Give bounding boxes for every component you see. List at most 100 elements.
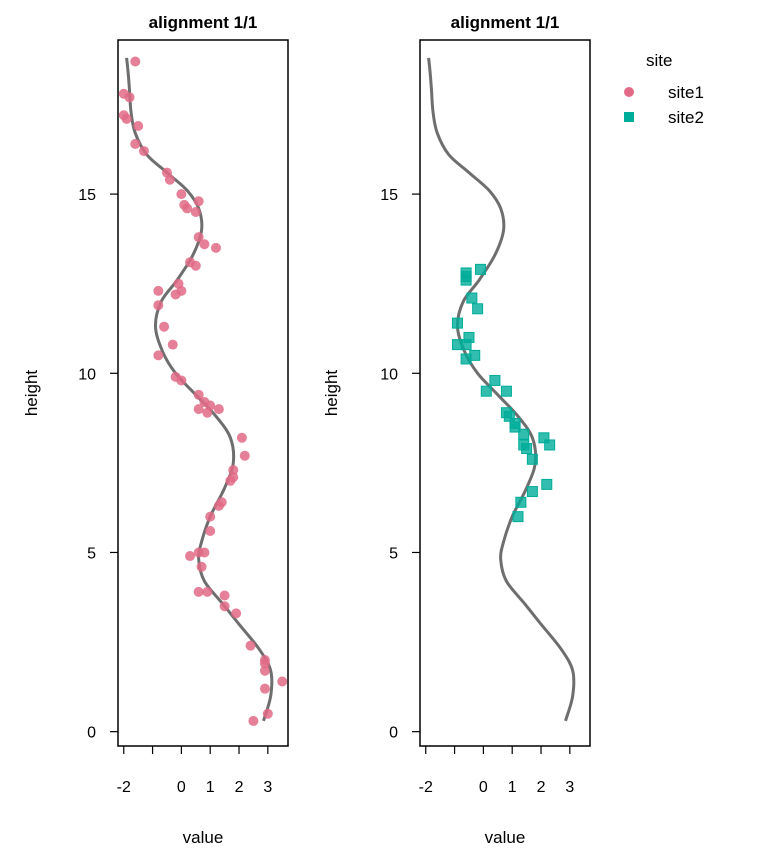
site2-point	[475, 263, 487, 275]
site1-point	[239, 450, 250, 461]
plot-frame	[117, 39, 289, 747]
site2-point	[460, 339, 472, 351]
x-tick-label: 2	[537, 779, 546, 796]
axis-ticks: -2 0 1 2 3 0 5 10 15	[78, 187, 272, 796]
site2-point	[466, 292, 478, 304]
site1-point	[213, 404, 224, 415]
x-tick-label: -2	[117, 779, 131, 796]
site1-point	[262, 708, 273, 719]
smooth-curve-line	[427, 57, 576, 722]
site2-point	[538, 432, 550, 444]
site2-point	[515, 496, 527, 508]
site2-point	[518, 428, 530, 440]
site1-point	[193, 404, 204, 415]
y-axis-label: height	[22, 370, 41, 417]
site1-point	[219, 601, 230, 612]
site1-point	[164, 174, 175, 185]
y-tick-label: 10	[380, 366, 398, 383]
site2-point	[489, 374, 501, 386]
site2-point	[526, 453, 538, 465]
site1-point	[202, 407, 213, 418]
site1-point	[228, 465, 239, 476]
site2-point	[451, 317, 463, 329]
y-axis-label: height	[322, 370, 341, 417]
site2-point	[512, 511, 524, 523]
site1-point	[176, 375, 187, 386]
x-tick-label: 0	[479, 779, 488, 796]
site2-point	[500, 385, 512, 397]
site1-point	[199, 239, 210, 250]
y-tick-label: 5	[87, 545, 96, 562]
site1-point	[138, 146, 149, 157]
site2-point	[526, 486, 538, 498]
legend-title: site	[646, 51, 672, 70]
site1-point	[153, 285, 164, 296]
site2-point	[472, 303, 484, 315]
panel-left: alignment 1/1 -2 0 1 2 3 0 5 10 15 value height	[22, 13, 289, 847]
panel-right: alignment 1/1 -2 0 1 2 3 0 5 10 15 value height	[322, 13, 591, 847]
site1-point	[170, 289, 181, 300]
y-tick-label: 0	[87, 725, 96, 742]
site1-point	[190, 260, 201, 271]
site1-point	[153, 300, 164, 311]
y-tick-label: 0	[389, 725, 398, 742]
site1-point	[182, 203, 193, 214]
site1-point	[210, 242, 221, 253]
x-tick-label: 1	[206, 779, 215, 796]
legend-label: site1	[668, 83, 704, 102]
site1-point	[248, 715, 259, 726]
site1-point	[159, 321, 170, 332]
x-tick-label: 3	[263, 779, 272, 796]
legend: site site1 site2	[624, 51, 704, 127]
site1-point	[202, 586, 213, 597]
x-tick-label: 0	[177, 779, 186, 796]
site1-point	[196, 561, 207, 572]
site1-point	[277, 676, 288, 687]
site2-point	[544, 439, 556, 451]
site1-point	[133, 121, 144, 132]
site1-point	[193, 196, 204, 207]
series-points	[118, 56, 288, 726]
plot-frame	[419, 39, 591, 747]
axis-ticks: -2 0 1 2 3 0 5 10 15	[380, 187, 574, 796]
site2-point	[503, 410, 515, 422]
site1-point	[130, 56, 141, 67]
site1-point	[167, 339, 178, 350]
site1-point	[193, 547, 204, 558]
x-tick-label: 3	[565, 779, 574, 796]
site1-point	[219, 590, 230, 601]
y-tick-label: 15	[380, 187, 398, 204]
site1-point	[245, 640, 256, 651]
x-tick-label: 1	[508, 779, 517, 796]
site1-point	[193, 586, 204, 597]
site1-point	[225, 475, 236, 486]
x-axis-label: value	[183, 828, 224, 847]
x-axis-label: value	[485, 828, 526, 847]
legend-item-site2: site2	[624, 108, 704, 127]
legend-item-site1: site1	[624, 83, 704, 102]
site2-point	[541, 478, 553, 490]
site1-point	[130, 138, 141, 149]
series-points	[451, 263, 556, 523]
site1-point	[185, 551, 196, 562]
legend-marker-circle	[624, 87, 634, 97]
site2-point	[521, 443, 533, 455]
x-tick-label: 2	[235, 779, 244, 796]
site1-point	[259, 683, 270, 694]
site1-point	[231, 608, 242, 619]
site1-point	[190, 207, 201, 218]
site1-point	[153, 350, 164, 361]
site1-point	[193, 232, 204, 243]
smooth-curve-line	[125, 57, 274, 722]
site1-point	[193, 389, 204, 400]
y-tick-label: 5	[389, 545, 398, 562]
site2-point	[460, 353, 472, 365]
site1-point	[259, 665, 270, 676]
panel-title: alignment 1/1	[451, 13, 560, 32]
site1-point	[121, 113, 132, 124]
site1-point	[124, 92, 135, 103]
site1-point	[213, 500, 224, 511]
y-tick-label: 15	[78, 187, 96, 204]
site1-point	[205, 525, 216, 536]
